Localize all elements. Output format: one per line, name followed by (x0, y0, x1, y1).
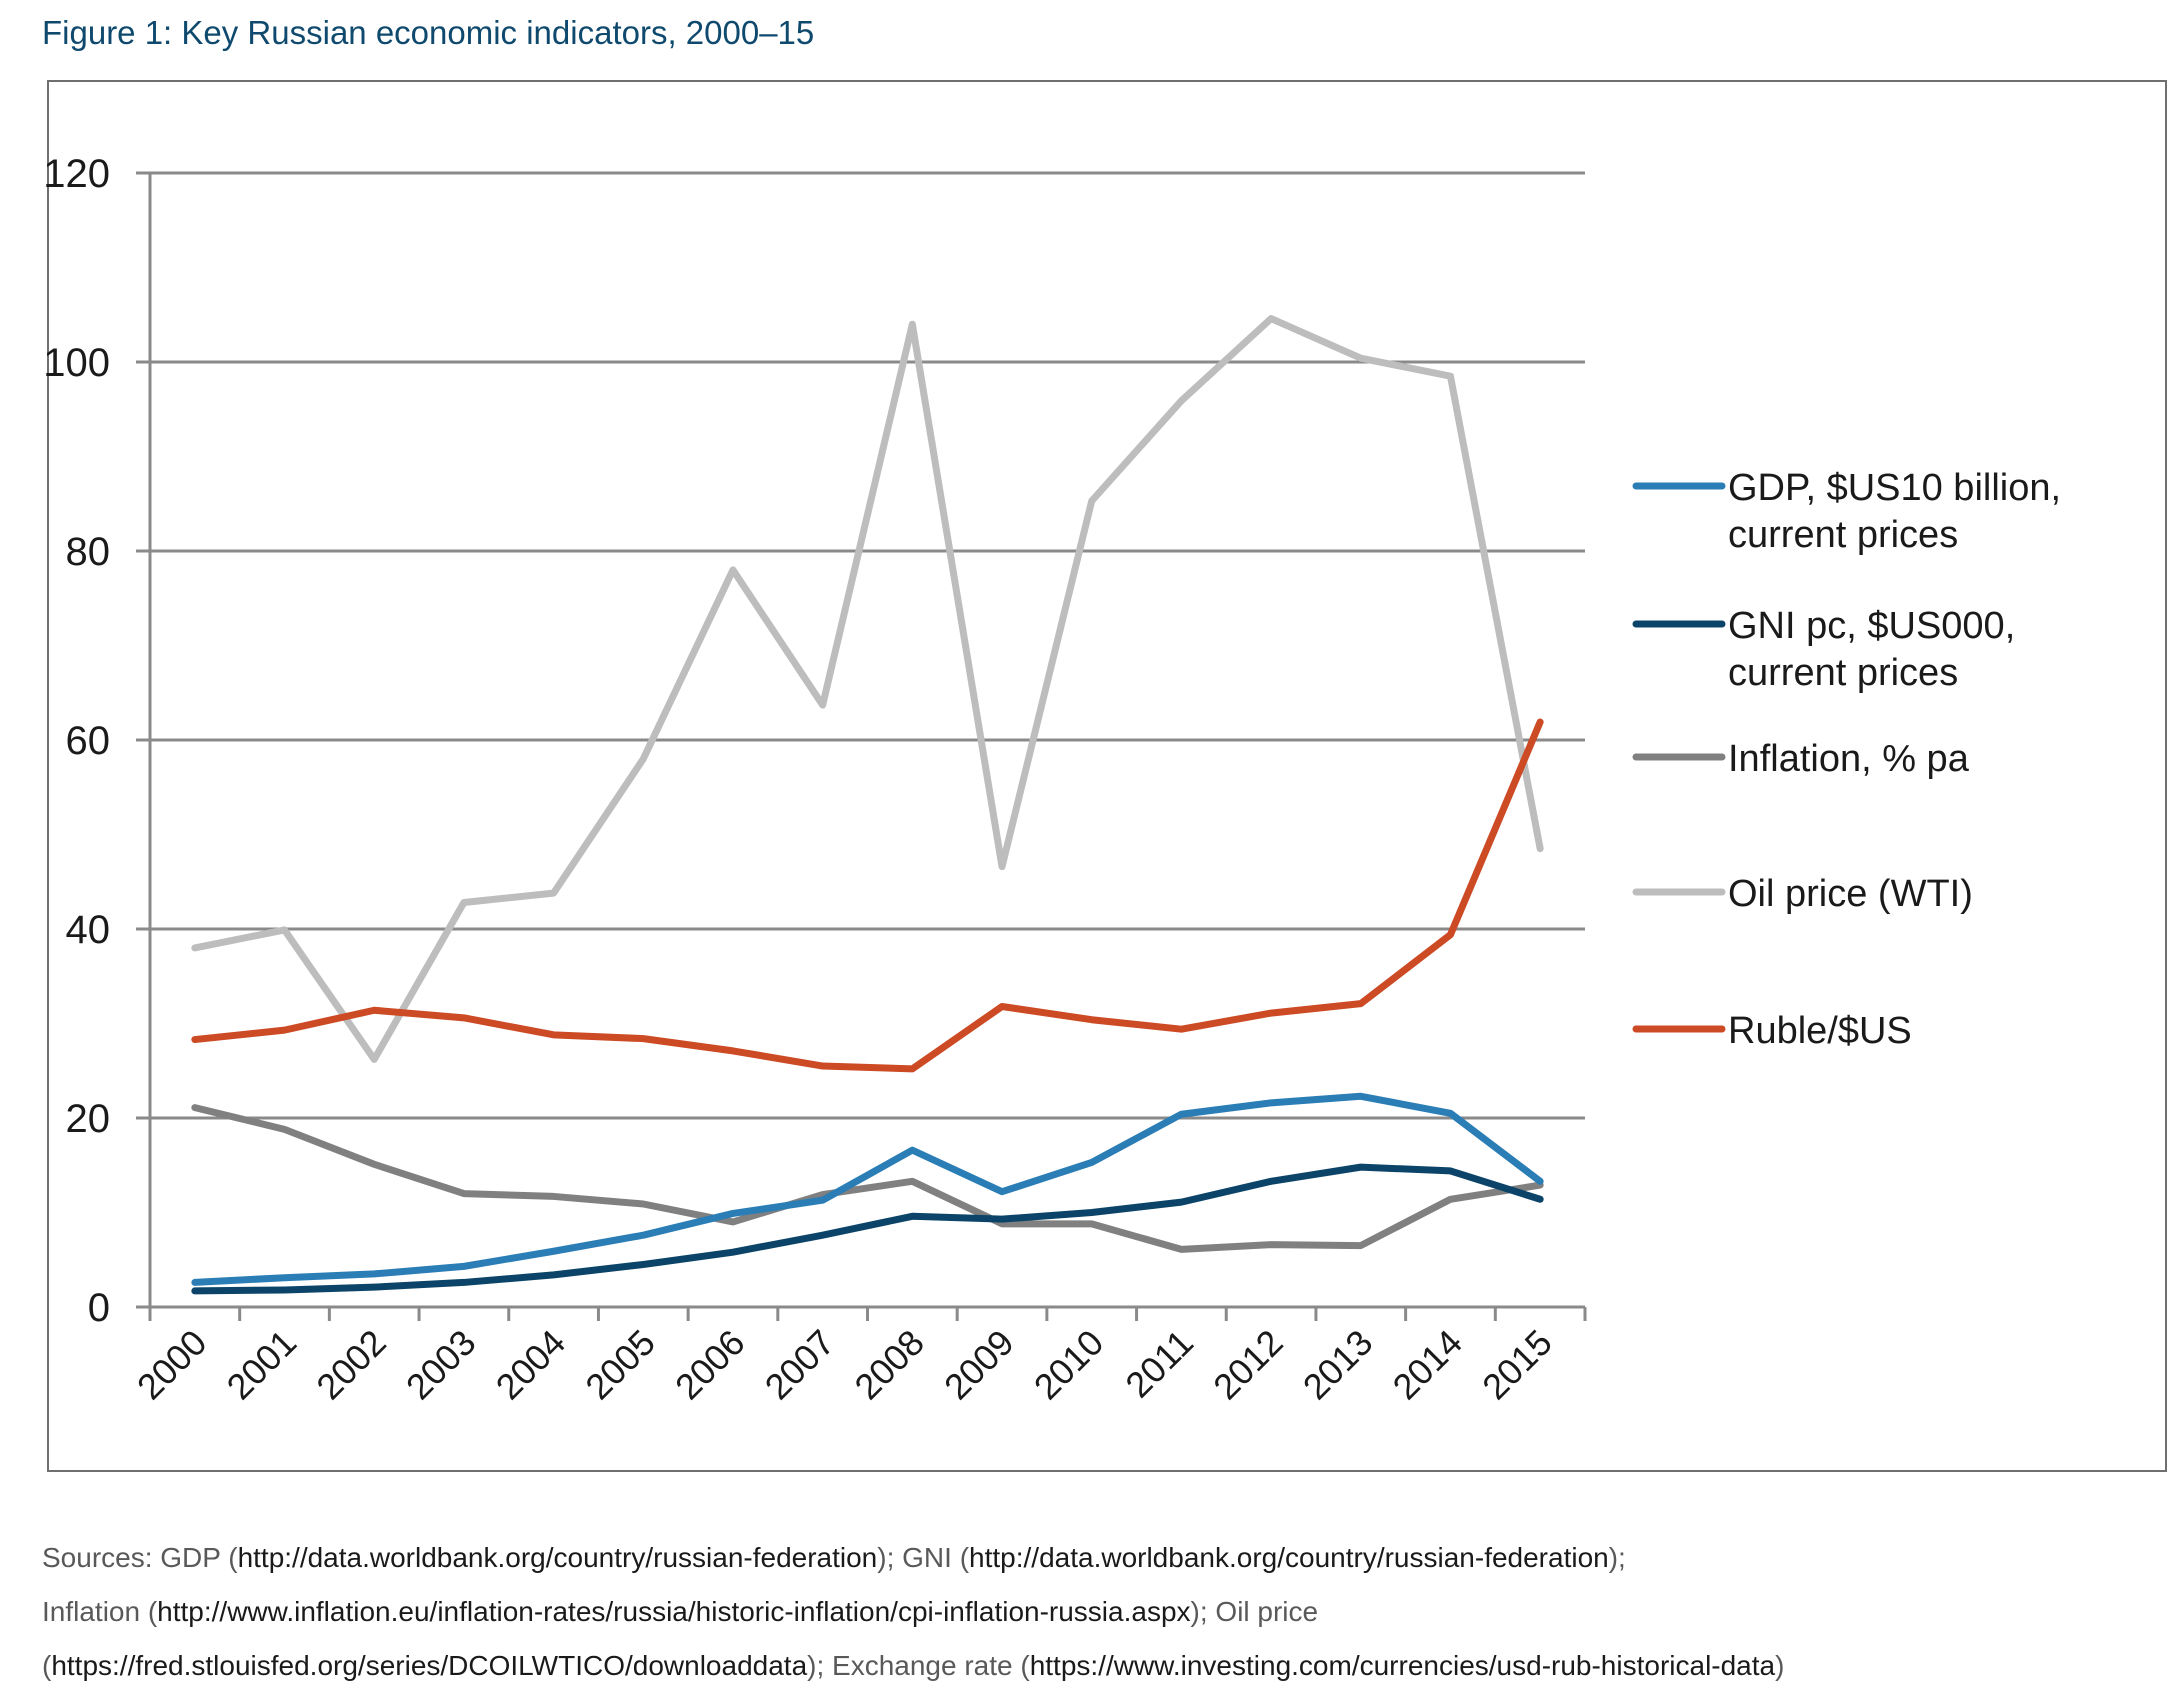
series-line-0 (191, 1092, 1544, 1286)
x-tick-label: 2014 (1384, 1322, 1470, 1408)
line-chart: 0 20 40 60 80 100 120 2000 2001 2002 2003 2004 2005… (43, 152, 2061, 1408)
y-tick-label: 80 (66, 530, 111, 574)
source-text: ); Oil price (1190, 1596, 1319, 1627)
source-link[interactable]: http://data.worldbank.org/country/russia… (237, 1542, 878, 1573)
series-line-1 (191, 1163, 1544, 1295)
source-text: ) (1775, 1650, 1785, 1681)
legend-label: Inflation, % pa (1728, 738, 1970, 780)
x-tick-label: 2012 (1205, 1322, 1291, 1408)
legend-label: GDP, $US10 billion, (1728, 467, 2061, 509)
y-tick-label: 20 (66, 1097, 111, 1141)
x-tick-label: 2006 (667, 1322, 753, 1408)
y-tick-label: 120 (43, 152, 110, 196)
x-tick-label: 2010 (1026, 1322, 1112, 1408)
legend-label: current prices (1728, 652, 1958, 694)
legend-label: Oil price (WTI) (1728, 873, 1973, 915)
x-tick-label: 2011 (1117, 1322, 1201, 1406)
axes (136, 173, 1587, 1321)
source-text: ); GNI ( (877, 1542, 970, 1573)
x-tick-label: 2004 (488, 1322, 574, 1408)
x-tick-label: 2007 (757, 1322, 843, 1408)
chart-frame (47, 80, 2167, 1472)
source-link[interactable]: http://data.worldbank.org/country/russia… (969, 1542, 1609, 1573)
y-tick-label: 100 (43, 341, 110, 385)
y-tick-label: 40 (66, 908, 111, 952)
series-line-2 (191, 1104, 1544, 1253)
series-line-4 (191, 718, 1544, 1073)
legend: GDP, $US10 billion, current prices GNI pc,… (1632, 467, 2061, 1052)
sources-line-3: (https://fred.stlouisfed.org/series/DCOI… (42, 1650, 1784, 1682)
source-text: ); (1608, 1542, 1626, 1573)
y-axis-ticks: 0 20 40 60 80 100 120 (43, 152, 110, 1330)
x-tick-label: 2013 (1295, 1322, 1381, 1408)
x-tick-label: 2009 (936, 1322, 1022, 1408)
source-text: ( (42, 1650, 52, 1681)
gridlines (136, 171, 1585, 1120)
sources-line-1: Sources: GDP (http://data.worldbank.org/… (42, 1542, 1626, 1574)
source-link[interactable]: https://www.investing.com/currencies/usd… (1029, 1650, 1776, 1681)
x-tick-label: 2005 (577, 1322, 663, 1408)
source-link[interactable]: https://fred.stlouisfed.org/series/DCOIL… (51, 1650, 808, 1681)
y-tick-label: 0 (88, 1286, 110, 1330)
source-text: Sources: GDP ( (42, 1542, 238, 1573)
x-tick-label: 2015 (1474, 1322, 1560, 1408)
source-text: ); Exchange rate ( (807, 1650, 1030, 1681)
figure-title: Figure 1: Key Russian economic indicator… (42, 14, 815, 51)
legend-label: GNI pc, $US000, (1728, 605, 2015, 647)
sources-line-2: Inflation (http://www.inflation.eu/infla… (42, 1596, 1318, 1628)
legend-label: current prices (1728, 514, 1958, 556)
y-tick-label: 60 (66, 719, 111, 763)
x-tick-label: 2003 (398, 1322, 484, 1408)
x-tick-label: 2001 (219, 1322, 305, 1408)
series-lines (191, 315, 1544, 1295)
source-text: Inflation ( (42, 1596, 158, 1627)
x-tick-label: 2002 (308, 1322, 394, 1408)
series-line-3 (191, 315, 1544, 1063)
source-link[interactable]: http://www.inflation.eu/inflation-rates/… (157, 1596, 1191, 1627)
legend-label: Ruble/$US (1728, 1010, 1912, 1052)
x-tick-label: 2000 (129, 1322, 215, 1408)
x-axis-ticks: 2000 2001 2002 2003 2004 2005 2006 2007 2008 2009… (129, 1322, 1560, 1408)
x-tick-label: 2008 (846, 1322, 932, 1408)
